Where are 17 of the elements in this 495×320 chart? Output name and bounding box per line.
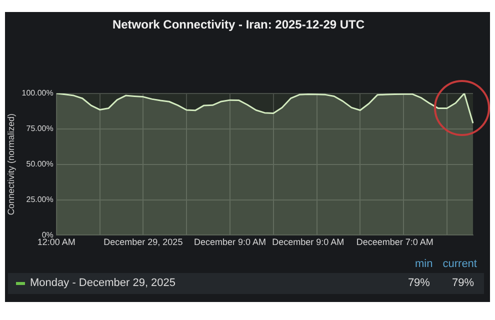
y-tick-label: 75.00% (26, 124, 54, 134)
text: 79% (408, 277, 430, 289)
x-tick-label: December 9:0 AM (272, 237, 344, 248)
x-tick-label: December 9:0 AM (194, 237, 266, 248)
text: min (415, 258, 433, 270)
y-tick-label: 50.00% (26, 160, 54, 169)
text: Monday - December 29, 2025 (30, 277, 176, 289)
y-tick-label: 0% (42, 230, 54, 240)
text: current (442, 258, 477, 270)
y-tick-label: 100.00% (22, 88, 54, 98)
x-tick-label: December 29, 2025 (104, 237, 183, 248)
y-axis-title: Connectivity (normalized) (6, 114, 16, 216)
chart-title: Network Connectivity - Iran: 2025-12-29 UTC (112, 18, 365, 32)
y-tick-label: 25.00% (26, 194, 54, 204)
x-tick-label: 12:00 AM (37, 237, 76, 248)
x-tick-label: Deceember 7:0 AM (356, 237, 434, 248)
text: 79% (452, 277, 474, 289)
